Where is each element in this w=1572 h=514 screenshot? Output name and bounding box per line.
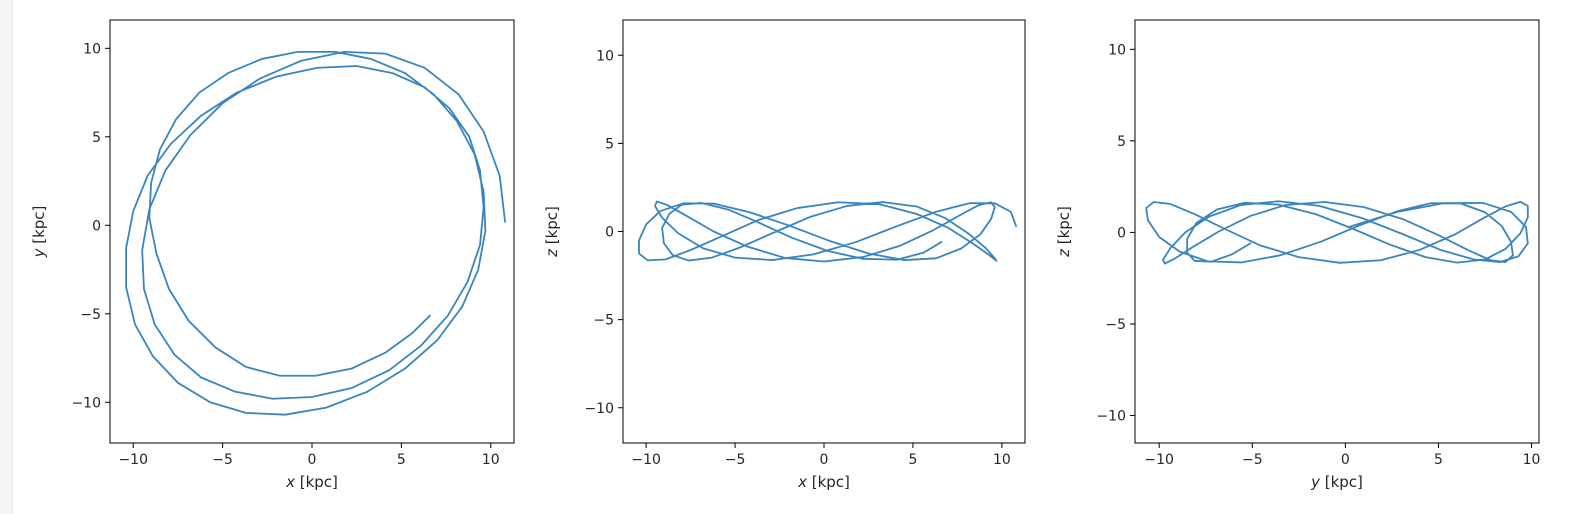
x-tick-label: 0 [308, 452, 317, 468]
y-tick-label: −5 [593, 313, 614, 329]
y-tick-label: 0 [92, 218, 101, 234]
x-tick-label: 10 [993, 452, 1011, 468]
x-tick-label: 10 [1523, 452, 1541, 468]
x-tick-label: −5 [212, 452, 233, 468]
y-axis-label-var: y [30, 247, 48, 258]
y-tick-label: 5 [605, 136, 614, 152]
x-axis-label-var: y [1310, 473, 1321, 491]
y-tick-label: −10 [71, 395, 101, 411]
x-axis-label-var: x [285, 473, 295, 491]
y-tick-label: 0 [605, 225, 614, 241]
orbit-line-1 [1145, 200, 1529, 265]
x-axis-label: y [kpc] [1310, 473, 1363, 491]
y-tick-label: −5 [1105, 317, 1126, 333]
y-axis-label-var: z [543, 248, 561, 258]
x-tick-label: −10 [631, 452, 661, 468]
y-axis-label-unit: [kpc] [543, 206, 561, 249]
orbit-line-1 [638, 200, 1018, 263]
x-tick-label: 5 [397, 452, 406, 468]
x-tick-label: −5 [725, 452, 746, 468]
x-axis-label: x [kpc] [797, 473, 850, 491]
y-axis-label: z [kpc] [543, 206, 561, 258]
y-tick-label: 0 [1117, 225, 1126, 241]
y-tick-label: −10 [584, 401, 614, 417]
x-tick-label: 0 [820, 452, 829, 468]
y-axis-label: y [kpc] [30, 206, 48, 259]
x-axis-label-unit: [kpc] [1320, 473, 1363, 491]
x-tick-label: 10 [482, 452, 500, 468]
axes-frame [109, 19, 515, 444]
x-tick-label: −5 [1242, 452, 1263, 468]
y-axis-label-var: z [1055, 248, 1073, 258]
output-gutter [0, 0, 13, 514]
x-tick-label: −10 [118, 452, 148, 468]
orbit-line-1 [125, 50, 506, 416]
y-tick-label: 5 [1117, 134, 1126, 150]
x-tick-label: 0 [1341, 452, 1350, 468]
x-axis-label-unit: [kpc] [295, 473, 338, 491]
y-axis-label-unit: [kpc] [30, 206, 48, 249]
y-tick-label: −10 [1096, 409, 1126, 425]
y-tick-label: 10 [83, 41, 101, 57]
x-tick-label: −10 [1144, 452, 1174, 468]
x-tick-label: 5 [1434, 452, 1443, 468]
y-tick-label: 5 [92, 130, 101, 146]
x-tick-label: 5 [908, 452, 917, 468]
x-axis-label: x [kpc] [285, 473, 338, 491]
x-axis-label-unit: [kpc] [807, 473, 850, 491]
y-tick-label: −5 [80, 307, 101, 323]
y-axis-label-unit: [kpc] [1055, 206, 1073, 249]
y-tick-label: 10 [1108, 42, 1126, 58]
y-tick-label: 10 [596, 48, 614, 64]
x-axis-label-var: x [797, 473, 807, 491]
axes-frame [1134, 19, 1540, 444]
y-axis-label: z [kpc] [1055, 206, 1073, 258]
